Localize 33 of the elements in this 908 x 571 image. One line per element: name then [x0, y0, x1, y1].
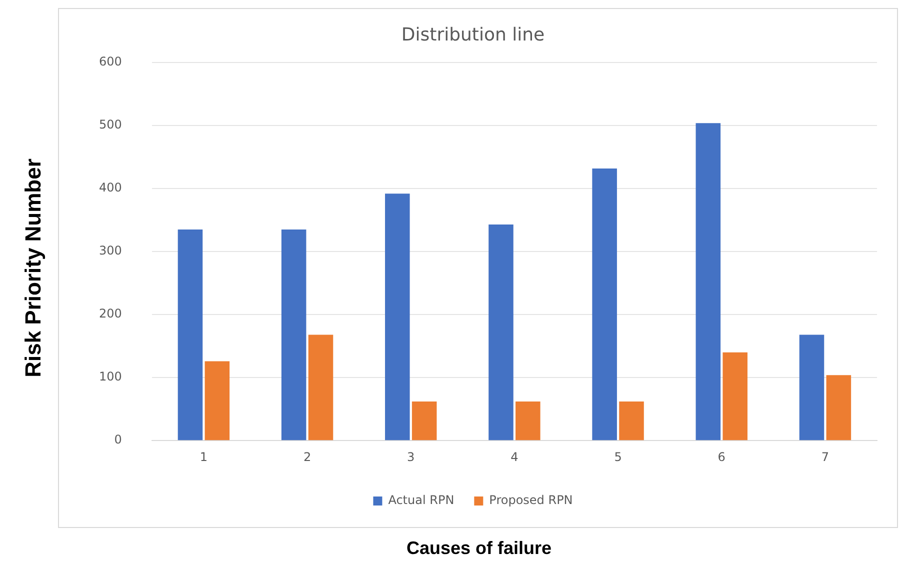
y-tick-label: 400 [99, 180, 122, 195]
legend-label: Proposed RPN [489, 493, 573, 508]
x-tick-label: 6 [718, 450, 726, 464]
y-tick-label: 300 [99, 244, 122, 258]
x-axis-title: Causes of failure [405, 538, 553, 559]
bar [826, 375, 852, 440]
bar [281, 230, 306, 440]
bar [308, 334, 334, 440]
y-tick-label: 200 [99, 306, 122, 321]
legend-label: Actual RPN [388, 493, 454, 508]
bar [488, 224, 514, 440]
chart-title: Distribution line [401, 24, 545, 46]
y-tick-label: 100 [99, 370, 122, 384]
bar [412, 402, 437, 440]
y-tick-label: 600 [99, 54, 122, 69]
bar [516, 402, 540, 440]
bar [722, 352, 748, 440]
bar [696, 123, 721, 440]
y-tick-label: 0 [114, 432, 122, 447]
bar [385, 194, 410, 440]
x-tick-label: 4 [510, 450, 518, 464]
bar [619, 402, 644, 440]
x-tick-label: 1 [200, 450, 208, 464]
y-tick-label: 500 [99, 118, 122, 132]
x-tick-label: 2 [303, 450, 312, 464]
bar [178, 230, 203, 440]
x-tick-label: 7 [821, 450, 830, 464]
bar [204, 361, 230, 440]
y-axis-title: Risk Priority Number [20, 158, 46, 378]
bar [799, 334, 824, 440]
x-tick-label: 5 [614, 450, 622, 464]
bar [592, 168, 617, 440]
x-tick-label: 3 [407, 450, 415, 464]
